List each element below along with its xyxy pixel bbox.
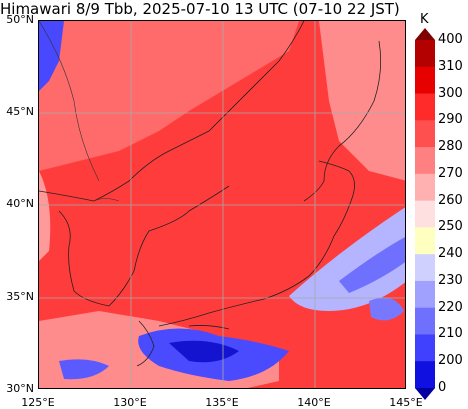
borders bbox=[39, 21, 120, 202]
cold-cloud-southeast bbox=[369, 297, 404, 321]
lat-label-40: 40°N bbox=[6, 197, 34, 210]
colorbar-segment bbox=[415, 40, 435, 68]
colorbar-tick-label: 280 bbox=[438, 139, 463, 155]
graticule bbox=[39, 21, 405, 388]
colorbar-tick-label: 270 bbox=[438, 165, 463, 181]
colorbar-tick-label: 310 bbox=[438, 58, 463, 74]
lon-label-135: 135°E bbox=[205, 396, 239, 409]
honshu-coast bbox=[158, 160, 355, 327]
colorbar-tick-label: 220 bbox=[438, 299, 463, 315]
colorbar-segment bbox=[415, 227, 435, 255]
warm-field-north bbox=[39, 21, 299, 171]
colorbar-segment bbox=[415, 307, 435, 335]
warm-field-northeast bbox=[319, 21, 405, 181]
cold-cloud-southwest bbox=[59, 359, 109, 380]
border-west bbox=[39, 21, 100, 182]
lon-label-130: 130°E bbox=[113, 396, 147, 409]
colorbar-segment bbox=[415, 93, 435, 121]
lat-label-45: 45°N bbox=[6, 105, 34, 118]
colorbar-tick-label: 200 bbox=[438, 353, 463, 369]
map-title: Himawari 8/9 Tbb, 2025-07-10 13 UTC (07-… bbox=[0, 0, 400, 18]
colorbar-tick-label: 300 bbox=[438, 85, 463, 101]
colorbar-unit: K bbox=[420, 12, 429, 27]
colorbar-tick-label: 0 bbox=[438, 380, 447, 395]
cold-cloud-east bbox=[339, 237, 405, 293]
colorbar-tick-label: 210 bbox=[438, 326, 463, 342]
lat-label-50: 50°N bbox=[6, 13, 34, 26]
lon-label-125: 125°E bbox=[21, 396, 55, 409]
cloud-west-edge bbox=[39, 171, 51, 261]
colorbar-segment bbox=[415, 147, 435, 175]
lon-label-145: 145°E bbox=[389, 396, 423, 409]
colorbar-extend-bottom bbox=[415, 388, 435, 400]
colorbar-tick-label: 290 bbox=[438, 112, 463, 128]
colorbar bbox=[415, 28, 435, 400]
lat-label-30: 30°N bbox=[6, 382, 34, 395]
colorbar-segment bbox=[415, 200, 435, 228]
kyushu-coast bbox=[136, 320, 155, 367]
colorbar-segment bbox=[415, 254, 435, 282]
shikoku-coast bbox=[188, 325, 230, 330]
korean-peninsula-coast bbox=[58, 185, 230, 307]
colorbar-tick-label: 400 bbox=[438, 32, 463, 47]
colorbar-extend-top bbox=[415, 28, 435, 40]
border-korea bbox=[93, 198, 120, 202]
sakhalin-coast bbox=[303, 40, 382, 202]
colorbar-tick-label: 250 bbox=[438, 219, 463, 235]
lat-label-35: 35°N bbox=[6, 290, 34, 303]
satellite-map bbox=[38, 20, 406, 389]
coldest-cloud-south bbox=[169, 340, 239, 363]
colorbar-segment bbox=[415, 66, 435, 95]
colorbar-tick-label: 240 bbox=[438, 246, 463, 262]
lon-label-140: 140°E bbox=[297, 396, 331, 409]
cloud-band-east bbox=[289, 207, 405, 311]
cold-cloud-northwest bbox=[39, 21, 64, 91]
colorbar-tick-label: 260 bbox=[438, 192, 463, 208]
colorbar-segment bbox=[415, 361, 435, 389]
colorbar-segment bbox=[415, 280, 435, 309]
colorbar-segment bbox=[415, 120, 435, 148]
colorbar-segment bbox=[415, 173, 435, 202]
colorbar-tick-label: 230 bbox=[438, 272, 463, 288]
colorbar-segment bbox=[415, 334, 435, 362]
